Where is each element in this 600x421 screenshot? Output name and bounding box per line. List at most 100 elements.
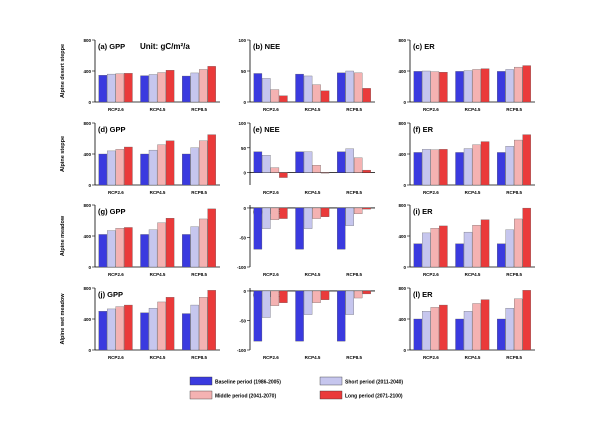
bar (124, 146, 133, 186)
bar (98, 153, 108, 186)
bar (190, 72, 199, 103)
bar (262, 78, 271, 103)
bar (157, 144, 166, 186)
y-tick-label: -100 (237, 265, 247, 270)
bar (312, 84, 321, 103)
bar (303, 75, 313, 103)
bar (270, 167, 280, 173)
x-tick-label: RCP4.5 (150, 107, 166, 112)
bar (270, 89, 280, 103)
bar (312, 290, 321, 303)
bar (337, 290, 346, 342)
bar (320, 90, 330, 103)
bar (514, 298, 523, 351)
bar (279, 95, 288, 103)
bar (455, 243, 464, 268)
panel-3: 0 400 800 (c) ER RCP2.6 RCP4.5 RCP8.5 (398, 38, 535, 112)
bar (190, 226, 199, 268)
bar (430, 149, 440, 186)
y-tick-label: 800 (83, 286, 91, 291)
bar (148, 307, 158, 351)
x-tick-label: RCP2.6 (423, 107, 439, 112)
bar (472, 69, 481, 103)
bar (497, 318, 506, 351)
bar (463, 70, 473, 103)
bar (140, 153, 149, 186)
bar (312, 165, 321, 173)
bar (270, 290, 280, 306)
y-tick-label: 0 (403, 348, 406, 353)
bar (165, 70, 175, 103)
bar (480, 68, 490, 103)
bar (279, 207, 288, 219)
bar (253, 73, 263, 103)
bar (413, 152, 423, 186)
x-tick-label: RCP8.5 (506, 272, 522, 277)
x-tick-label: RCP4.5 (305, 355, 321, 360)
bar (345, 207, 354, 226)
panel-title: (b) NEE (253, 42, 280, 51)
bar (422, 149, 431, 186)
bar (303, 207, 313, 229)
panel-title: (l) ER (413, 290, 433, 299)
x-tick-label: RCP8.5 (346, 107, 362, 112)
bar (455, 318, 464, 351)
x-tick-label: RCP8.5 (506, 190, 522, 195)
bar (124, 304, 133, 351)
bar (413, 318, 423, 351)
bar (522, 290, 531, 351)
bar (182, 234, 191, 268)
bar (345, 148, 354, 173)
x-tick-label: RCP4.5 (150, 190, 166, 195)
bar (148, 74, 158, 103)
bar (345, 70, 354, 103)
panel-4: 0 400 800 (d) GPP RCP2.6 RCP4.5 RCP8.5 (83, 121, 220, 195)
bar (480, 299, 490, 351)
bar (207, 66, 216, 103)
bar (422, 70, 431, 103)
y-tick-label: -50 (239, 318, 246, 323)
bar (480, 141, 490, 186)
bar (115, 228, 125, 268)
bar (354, 72, 363, 103)
panel-6: 0 400 800 (f) ER RCP2.6 RCP4.5 RCP8.5 (398, 121, 535, 195)
bar (439, 72, 448, 103)
y-tick-label: 400 (398, 234, 406, 239)
bar (207, 134, 216, 186)
bar (354, 207, 363, 215)
bar (303, 290, 313, 315)
panel-title: (d) GPP (98, 125, 126, 134)
bar (505, 229, 514, 268)
bar (140, 75, 149, 103)
panel-title: (c) ER (413, 42, 435, 51)
bar (522, 65, 531, 103)
bar (190, 147, 199, 186)
bar (98, 234, 108, 268)
x-tick-label: RCP4.5 (465, 272, 481, 277)
bar (463, 231, 473, 268)
x-tick-label: RCP8.5 (191, 190, 207, 195)
bar (413, 243, 423, 268)
bar (463, 148, 473, 186)
bar (337, 72, 346, 103)
x-tick-label: RCP4.5 (150, 355, 166, 360)
y-tick-label: 800 (398, 203, 406, 208)
bar (199, 140, 208, 186)
y-tick-label: 0 (88, 348, 91, 353)
bar (439, 225, 448, 268)
bar (140, 234, 149, 268)
y-tick-label: 400 (83, 234, 91, 239)
x-tick-label: RCP8.5 (346, 190, 362, 195)
x-tick-label: RCP8.5 (506, 355, 522, 360)
y-tick-label: 800 (398, 38, 406, 43)
bar (455, 152, 464, 186)
bar (354, 290, 363, 299)
bar (107, 150, 116, 186)
y-tick-label: 400 (83, 69, 91, 74)
y-tick-label: 0 (88, 100, 91, 105)
bar (497, 243, 506, 268)
bar (253, 151, 263, 173)
bar (253, 207, 263, 250)
